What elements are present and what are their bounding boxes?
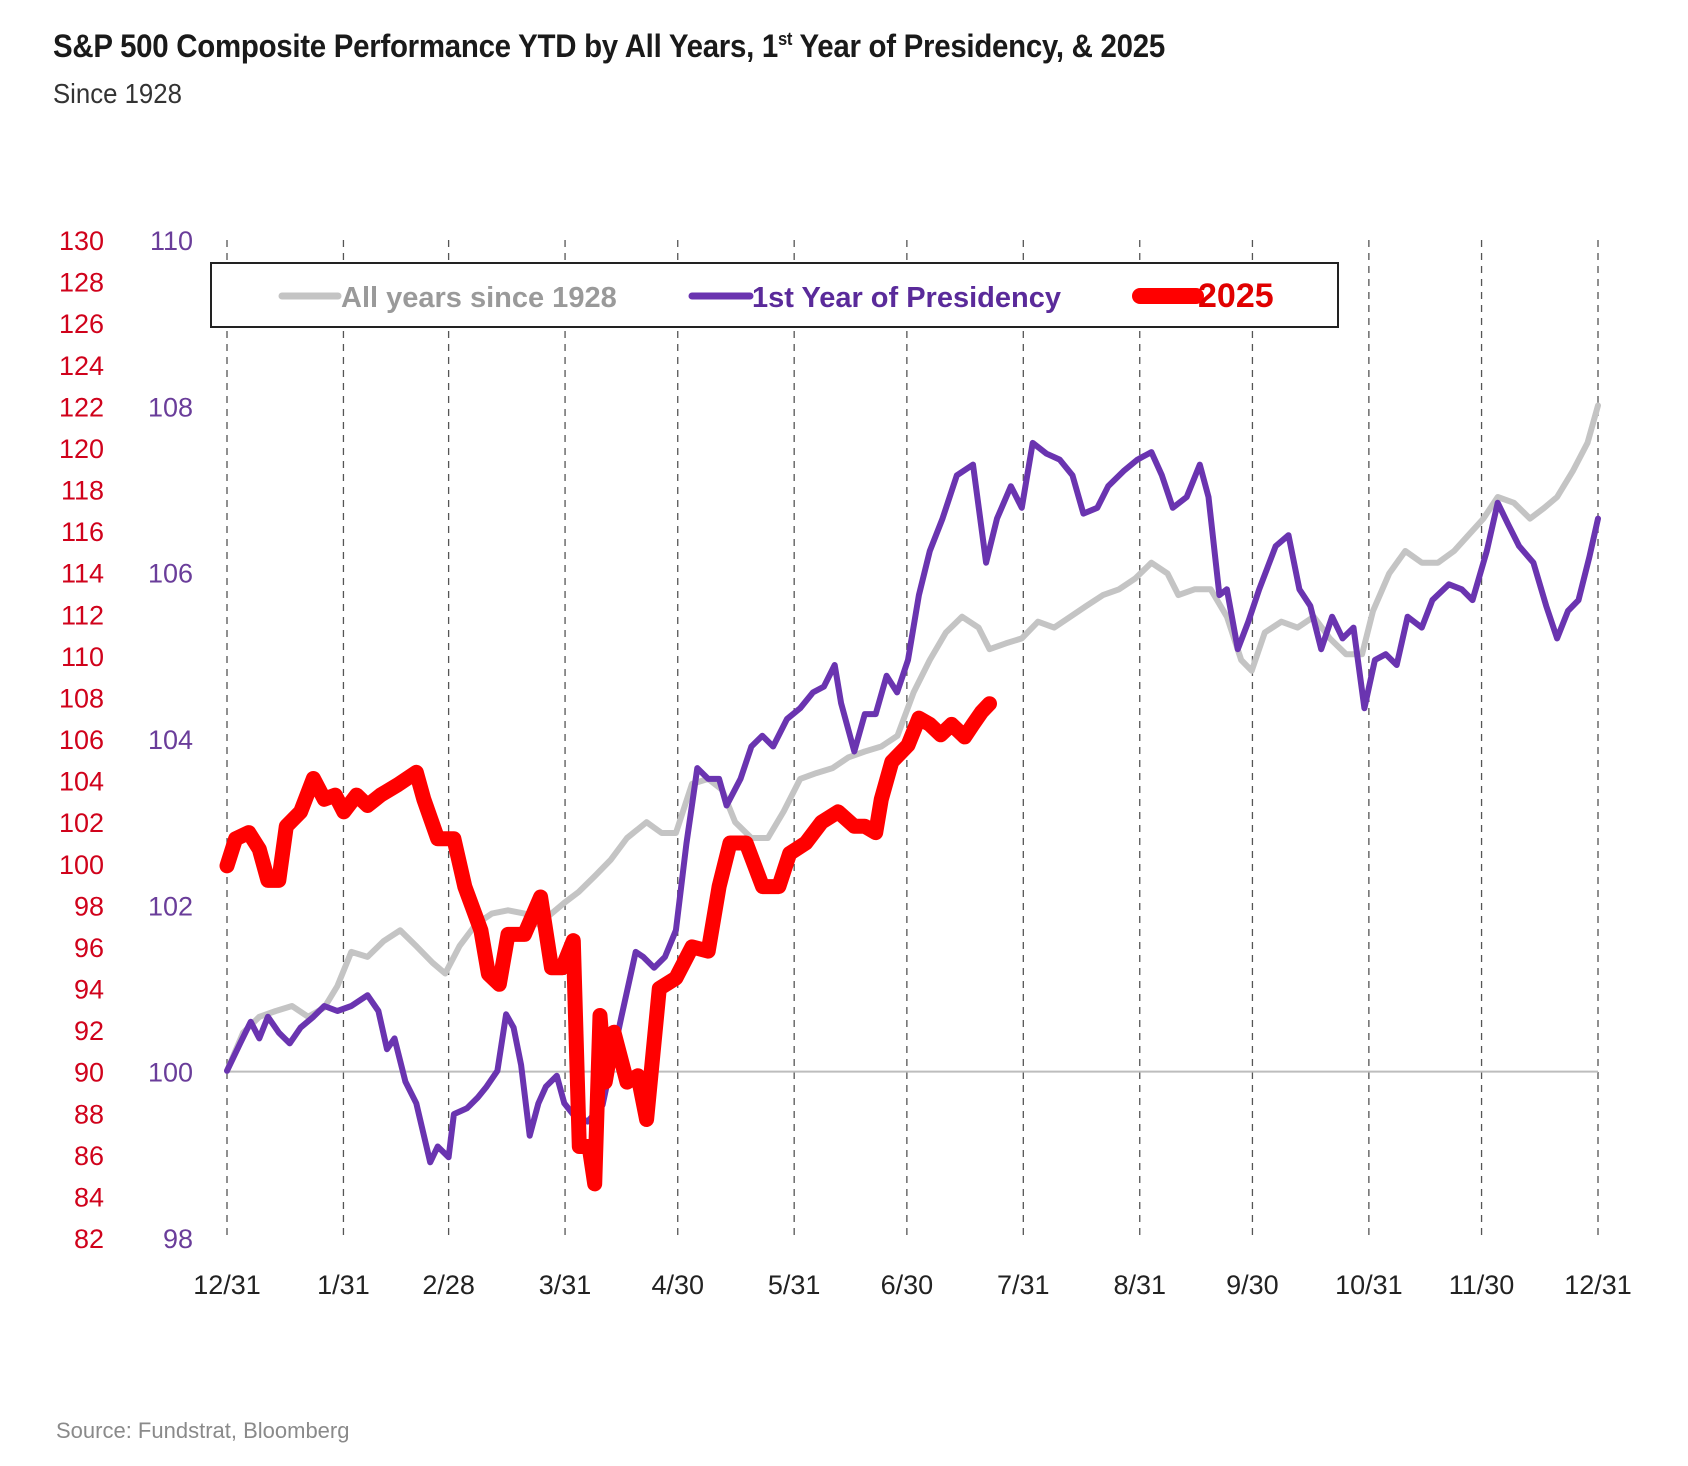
legend: All years since 1928 1st Year of Preside… [210,262,1339,328]
x-tick-label: 12/31 [1564,1270,1632,1300]
y-tick-2025: 92 [74,1016,104,1046]
x-tick-label: 1/31 [317,1270,370,1300]
x-tick-label: 5/31 [768,1270,821,1300]
x-tick-label: 7/31 [997,1270,1050,1300]
y-tick-2025: 100 [59,850,104,880]
y-tick-2025: 82 [74,1224,104,1254]
y-tick-2025: 120 [59,434,104,464]
y-tick-presidency: 100 [148,1058,193,1088]
x-tick-label: 11/30 [1449,1270,1515,1300]
y-tick-2025: 84 [74,1182,104,1212]
y-tick-2025: 112 [61,600,104,630]
y-tick-2025: 110 [61,642,104,672]
title-text: S&P 500 Composite Performance YTD by All… [53,28,778,64]
title-superscript: st [777,29,793,49]
legend-label-2025: 2025 [1198,277,1274,315]
x-tick-label: 3/31 [539,1270,592,1300]
y-tick-2025: 108 [59,683,104,713]
title-text-rest: Year of Presidency, & 2025 [792,28,1166,64]
y-tick-2025: 124 [59,351,104,381]
y-axis-2025: 130 128 126 124 122 120 118 116 114 112 110 108 106 1… [59,226,104,1254]
y-tick-presidency: 104 [148,725,193,755]
y-tick-2025: 118 [61,476,104,506]
legend-label-first-year: 1st Year of Presidency [752,282,1061,314]
x-tick-label: 12/31 [193,1270,261,1300]
chart-subtitle: Since 1928 [53,78,182,109]
y-tick-2025: 126 [59,309,104,339]
y-tick-2025: 122 [59,392,104,422]
x-tick-label: 6/30 [881,1270,934,1300]
y-tick-2025: 90 [74,1058,104,1088]
chart-title: S&P 500 Composite Performance YTD by All… [53,28,1165,65]
series-first-year-presidency [224,439,1601,1166]
x-tick-label: 4/30 [651,1270,704,1300]
y-tick-presidency: 110 [150,226,193,256]
y-tick-presidency: 108 [148,392,193,422]
x-tick-label: 8/31 [1113,1270,1166,1300]
y-tick-2025: 96 [74,933,104,963]
y-tick-2025: 114 [61,559,104,589]
y-tick-presidency: 98 [163,1224,193,1254]
y-axis-presidency: 110 108 106 104 102 100 98 [148,226,193,1254]
y-tick-presidency: 102 [148,891,193,921]
y-tick-2025: 86 [74,1141,104,1171]
legend-label-all-years: All years since 1928 [341,282,617,314]
x-tick-label: 9/30 [1226,1270,1279,1300]
y-tick-2025: 106 [59,725,104,755]
y-tick-2025: 102 [59,808,104,838]
y-tick-presidency: 106 [148,559,193,589]
y-tick-2025: 88 [74,1099,104,1129]
y-tick-2025: 130 [59,226,104,256]
x-axis: 12/31 1/31 2/28 3/31 4/30 5/31 6/30 7/31 8/31 9/3… [193,1270,1632,1300]
series-all-years [224,402,1601,1074]
y-tick-2025: 104 [59,767,104,797]
x-tick-label: 10/31 [1335,1270,1403,1300]
y-tick-2025: 128 [59,268,104,298]
x-tick-label: 2/28 [422,1270,475,1300]
y-tick-2025: 94 [74,975,104,1005]
y-tick-2025: 98 [74,891,104,921]
y-tick-2025: 116 [61,517,104,547]
series-group [219,402,1601,1192]
series-2025 [219,696,997,1192]
source-note: Source: Fundstrat, Bloomberg [56,1418,350,1443]
